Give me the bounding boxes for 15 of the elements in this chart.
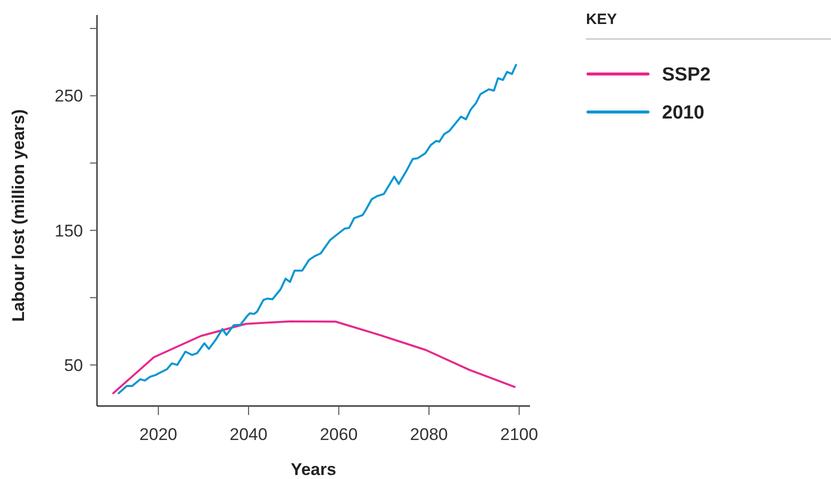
x-tick-label: 2100 bbox=[500, 425, 538, 444]
x-tick-label: 2040 bbox=[230, 425, 268, 444]
y-tick-label: 250 bbox=[54, 86, 83, 106]
legend-title: KEY bbox=[586, 11, 617, 28]
x-tick-label: 2080 bbox=[410, 425, 448, 444]
x-tick-label: 2020 bbox=[139, 425, 178, 444]
x-tick-label: 2060 bbox=[320, 425, 358, 444]
legend-label: SSP2 bbox=[662, 64, 711, 86]
y-tick-label: 50 bbox=[64, 356, 83, 375]
y-tick-label: 150 bbox=[54, 221, 83, 240]
line-series bbox=[118, 64, 518, 394]
line-series bbox=[112, 320, 516, 394]
legend-label: 2010 bbox=[662, 102, 704, 124]
x-axis-title: Years bbox=[290, 460, 336, 479]
y-axis-title: Labour lost (million years) bbox=[9, 109, 28, 322]
